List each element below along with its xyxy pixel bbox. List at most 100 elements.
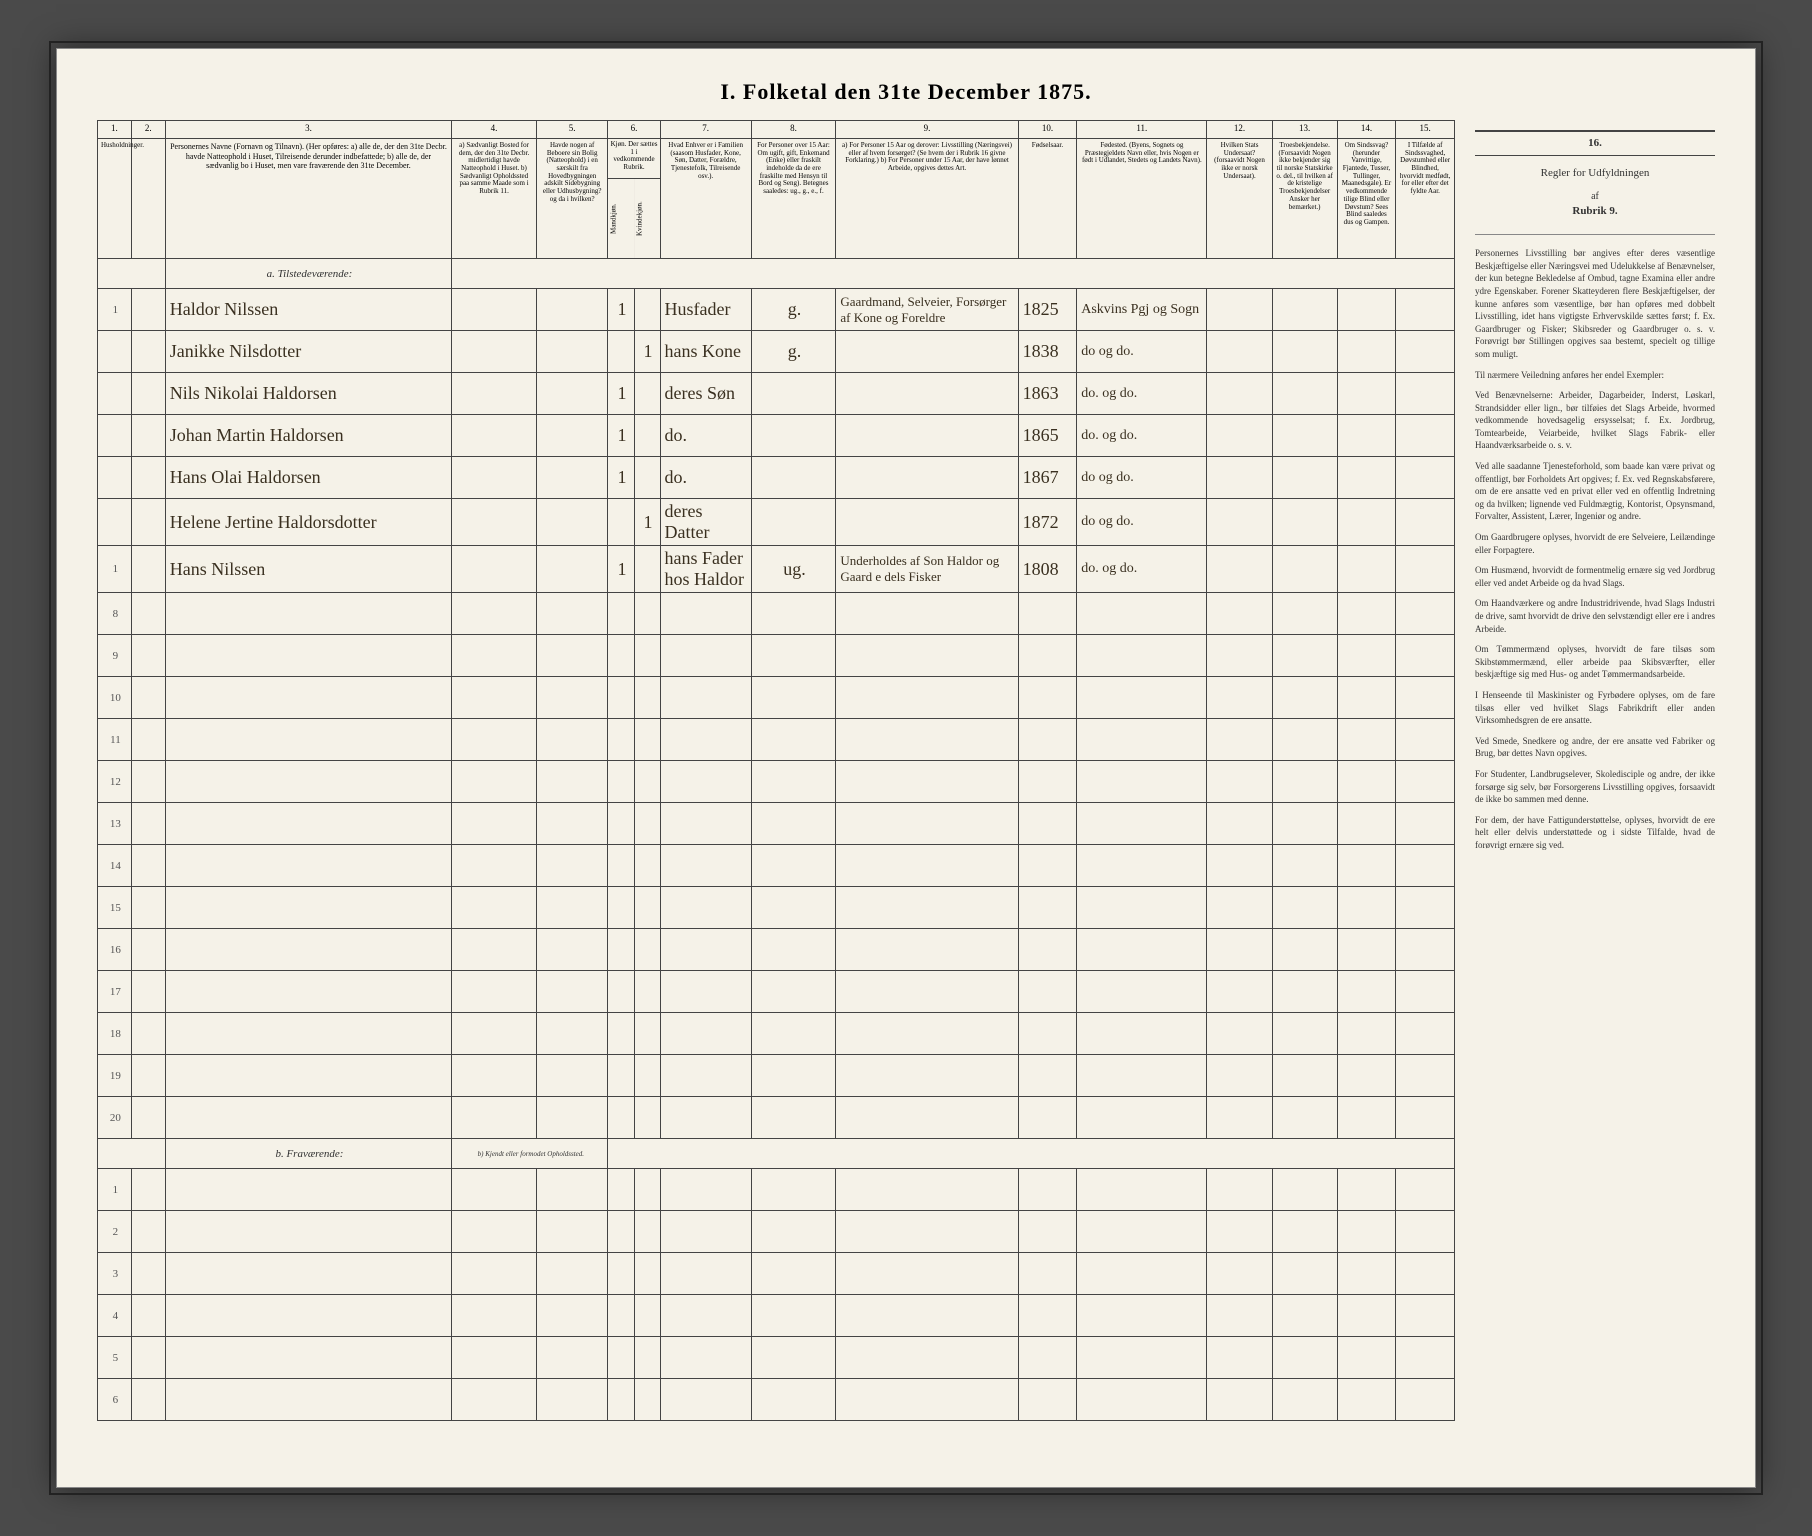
section-b-label: b. Fraværende: [165, 1139, 452, 1169]
table-row-empty: 16 [98, 929, 1455, 971]
section-b-note: b) Kjendt eller formodet Opholdssted. [452, 1139, 608, 1169]
row-number: 17 [98, 971, 132, 1013]
rules-paragraph: I Henseende til Maskinister og Fyrbødere… [1475, 689, 1715, 727]
cell-male: 1 [608, 289, 634, 331]
cell-civil: g. [751, 289, 836, 331]
rules-title: Regler for Udfyldningen [1475, 166, 1715, 181]
row-number: 16 [98, 929, 132, 971]
rules-paragraph: Om Husmænd, hvorvidt de formentmelig ern… [1475, 564, 1715, 589]
cell-relation: hans Kone [660, 331, 751, 373]
cell-civil [751, 457, 836, 499]
header-13: Troesbekjendelse. (Forsaavidt Nogen ikke… [1272, 139, 1337, 259]
colnum-5: 5. [536, 121, 608, 139]
cell-civil [751, 499, 836, 546]
cell-c13 [1272, 331, 1337, 373]
cell-c12 [1207, 457, 1272, 499]
cell-n2 [131, 415, 165, 457]
rules-subtitle: Rubrik 9. [1475, 204, 1715, 219]
cell-c12 [1207, 415, 1272, 457]
colnum-2: 2. [131, 121, 165, 139]
colnum-6: 6. [608, 121, 660, 139]
rules-column: 16. Regler for Udfyldningen af Rubrik 9.… [1475, 120, 1715, 1421]
cell-relation: do. [660, 415, 751, 457]
cell-occupation [836, 373, 1018, 415]
cell-year: 1867 [1018, 457, 1077, 499]
table-row-empty: 1 [98, 1169, 1455, 1211]
header-12: Hvilken Stats Undersaat? (forsaavidt Nog… [1207, 139, 1272, 259]
rules-paragraph: For dem, der have Fattigunderstøttelse, … [1475, 814, 1715, 852]
rules-body: Personernes Livsstilling bør angives eft… [1475, 247, 1715, 851]
table-row: 1 Hans Nilssen 1 hans Fader hos Haldor u… [98, 546, 1455, 593]
cell-place: do og do. [1077, 457, 1207, 499]
cell-occupation [836, 499, 1018, 546]
header-10: Fødselsaar. [1018, 139, 1077, 259]
rules-paragraph: Ved Smede, Snedkere og andre, der ere an… [1475, 735, 1715, 760]
colnum-7: 7. [660, 121, 751, 139]
cell-n1: 1 [98, 289, 132, 331]
cell-c12 [1207, 289, 1272, 331]
rules-paragraph: For Studenter, Landbrugselever, Skoledis… [1475, 768, 1715, 806]
cell-c14 [1337, 373, 1396, 415]
cell-place: Askvins Pgj og Sogn [1077, 289, 1207, 331]
header-6b: Kvindekjøn. [634, 179, 660, 259]
cell-female [634, 289, 660, 331]
table-header: 1. 2. 3. 4. 5. 6. 7. 8. 9. 10. 11. 12. 1… [98, 121, 1455, 259]
table-row: Helene Jertine Haldorsdotter 1 deres Dat… [98, 499, 1455, 546]
cell-c4 [452, 415, 537, 457]
table-row-empty: 17 [98, 971, 1455, 1013]
cell-place: do. og do. [1077, 546, 1207, 593]
row-number: 5 [98, 1337, 132, 1379]
cell-occupation [836, 415, 1018, 457]
cell-name: Nils Nikolai Haldorsen [165, 373, 452, 415]
cell-year: 1872 [1018, 499, 1077, 546]
cell-c5 [536, 499, 608, 546]
cell-c14 [1337, 546, 1396, 593]
row-number: 10 [98, 677, 132, 719]
cell-male: 1 [608, 415, 634, 457]
row-number: 20 [98, 1097, 132, 1139]
row-number: 9 [98, 635, 132, 677]
cell-occupation [836, 331, 1018, 373]
cell-c14 [1337, 415, 1396, 457]
cell-c13 [1272, 546, 1337, 593]
table-row: Janikke Nilsdotter 1 hans Kone g. 1838 d… [98, 331, 1455, 373]
header-8: For Personer over 15 Aar: Om ugift, gift… [751, 139, 836, 259]
cell-n1: 1 [98, 546, 132, 593]
table-row-empty: 15 [98, 887, 1455, 929]
cell-c12 [1207, 499, 1272, 546]
cell-male: 1 [608, 373, 634, 415]
cell-occupation: Gaardmand, Selveier, Forsørger af Kone o… [836, 289, 1018, 331]
section-a-label: a. Tilstedeværende: [165, 259, 452, 289]
row-number: 3 [98, 1253, 132, 1295]
cell-n2 [131, 331, 165, 373]
cell-relation: deres Søn [660, 373, 751, 415]
header-14: Om Sindssvag? (herunder Vanvittige, Fjan… [1337, 139, 1396, 259]
table-body: a. Tilstedeværende: 1 Haldor Nilssen 1 H… [98, 259, 1455, 1421]
table-row-empty: 13 [98, 803, 1455, 845]
colnum-12: 12. [1207, 121, 1272, 139]
row-number: 1 [98, 1169, 132, 1211]
header-11: Fødested. (Byens, Sognets og Præstegjeld… [1077, 139, 1207, 259]
cell-relation: hans Fader hos Haldor [660, 546, 751, 593]
colnum-11: 11. [1077, 121, 1207, 139]
table-row-empty: 20 [98, 1097, 1455, 1139]
table-row-empty: 4 [98, 1295, 1455, 1337]
rules-paragraph: Til nærmere Veiledning anføres her endel… [1475, 369, 1715, 382]
cell-c15 [1396, 415, 1455, 457]
cell-c4 [452, 331, 537, 373]
cell-c14 [1337, 331, 1396, 373]
cell-place: do og do. [1077, 499, 1207, 546]
colnum-10: 10. [1018, 121, 1077, 139]
cell-name: Hans Nilssen [165, 546, 452, 593]
cell-c14 [1337, 499, 1396, 546]
cell-male: 1 [608, 457, 634, 499]
rules-paragraph: Ved Benævnelserne: Arbeider, Dagarbeider… [1475, 389, 1715, 452]
cell-year: 1808 [1018, 546, 1077, 593]
cell-n2 [131, 373, 165, 415]
table-row-empty: 14 [98, 845, 1455, 887]
cell-place: do og do. [1077, 331, 1207, 373]
page-title: I. Folketal den 31te December 1875. [97, 79, 1715, 105]
colnum-9: 9. [836, 121, 1018, 139]
table-row-empty: 3 [98, 1253, 1455, 1295]
cell-c5 [536, 289, 608, 331]
